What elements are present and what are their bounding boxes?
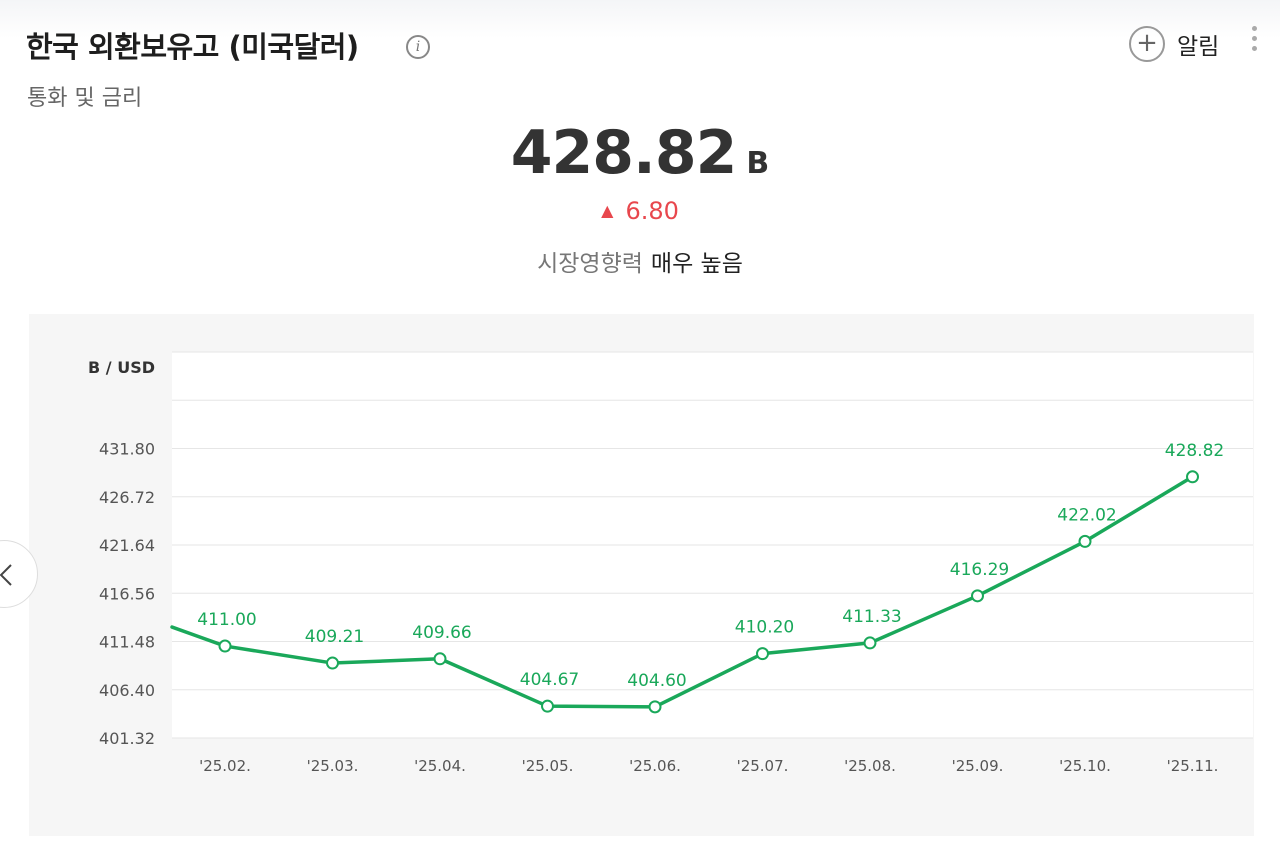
market-impact-value: 매우 높음 <box>650 251 743 277</box>
chart-container: B / USD 401.32 406.40 411.48 416.56 421.64 42… <box>29 314 1254 836</box>
y-axis-unit-label: B / USD <box>88 358 155 377</box>
data-point[interactable] <box>971 589 984 603</box>
data-label: 409.66 <box>412 623 471 643</box>
data-point[interactable] <box>433 652 447 666</box>
line-chart: B / USD 401.32 406.40 411.48 416.56 421.64 42… <box>88 351 1253 775</box>
category-subtitle[interactable]: 통화 및 금리 <box>27 86 143 111</box>
data-point[interactable] <box>541 699 554 713</box>
x-tick-label: '25.11. <box>1167 757 1219 775</box>
x-tick-label: '25.08. <box>844 757 896 775</box>
data-label: 411.33 <box>842 607 901 627</box>
y-tick-label: 411.48 <box>99 633 155 652</box>
data-label: 416.29 <box>950 560 1009 580</box>
top-bar-background <box>0 0 1280 38</box>
data-label: 404.67 <box>520 670 579 690</box>
alarm-button[interactable]: + 알림 <box>1129 24 1219 64</box>
data-label: 422.02 <box>1057 505 1116 525</box>
page-title: 한국 외환보유고 (미국달러) <box>26 30 359 64</box>
alarm-label: 알림 <box>1177 34 1220 60</box>
current-value-unit: B <box>746 146 770 181</box>
current-value: 428.82 B <box>0 118 1280 188</box>
y-tick-label: 406.40 <box>99 681 155 700</box>
data-label: 410.20 <box>735 618 794 638</box>
y-tick-label: 416.56 <box>99 584 155 603</box>
change-indicator: ▲ 6.80 <box>0 197 1280 225</box>
data-label: 404.60 <box>627 671 686 691</box>
y-tick-label: 431.80 <box>99 440 155 459</box>
data-point[interactable] <box>648 700 662 714</box>
data-point[interactable] <box>756 647 769 661</box>
info-icon[interactable]: i <box>406 35 430 59</box>
chevron-left-icon <box>0 564 12 586</box>
x-tick-label: '25.07. <box>737 757 789 775</box>
x-tick-label: '25.06. <box>629 757 681 775</box>
x-tick-label: '25.09. <box>952 757 1004 775</box>
y-tick-label: 421.64 <box>99 536 155 555</box>
data-point[interactable] <box>863 636 877 650</box>
x-tick-label: '25.03. <box>307 757 359 775</box>
more-vertical-icon[interactable] <box>1247 26 1261 58</box>
market-impact-label: 시장영향력 <box>537 251 643 277</box>
data-point[interactable] <box>1078 534 1092 548</box>
data-point[interactable] <box>218 639 232 653</box>
data-point[interactable] <box>326 656 339 670</box>
plus-circle-icon: + <box>1129 26 1165 62</box>
current-value-number: 428.82 <box>510 118 738 188</box>
data-label: 411.00 <box>197 610 256 630</box>
y-tick-label: 401.32 <box>99 729 155 748</box>
x-tick-label: '25.05. <box>522 757 574 775</box>
x-tick-label: '25.10. <box>1059 757 1111 775</box>
data-label: 409.21 <box>305 627 364 647</box>
market-impact: 시장영향력 매우 높음 <box>0 244 1280 278</box>
x-tick-label: '25.02. <box>199 757 251 775</box>
y-tick-label: 426.72 <box>99 488 155 507</box>
data-label: 428.82 <box>1165 441 1224 461</box>
up-triangle-icon: ▲ <box>601 201 614 220</box>
data-point[interactable] <box>1186 470 1199 484</box>
change-value: 6.80 <box>625 197 679 225</box>
x-tick-label: '25.04. <box>414 757 466 775</box>
